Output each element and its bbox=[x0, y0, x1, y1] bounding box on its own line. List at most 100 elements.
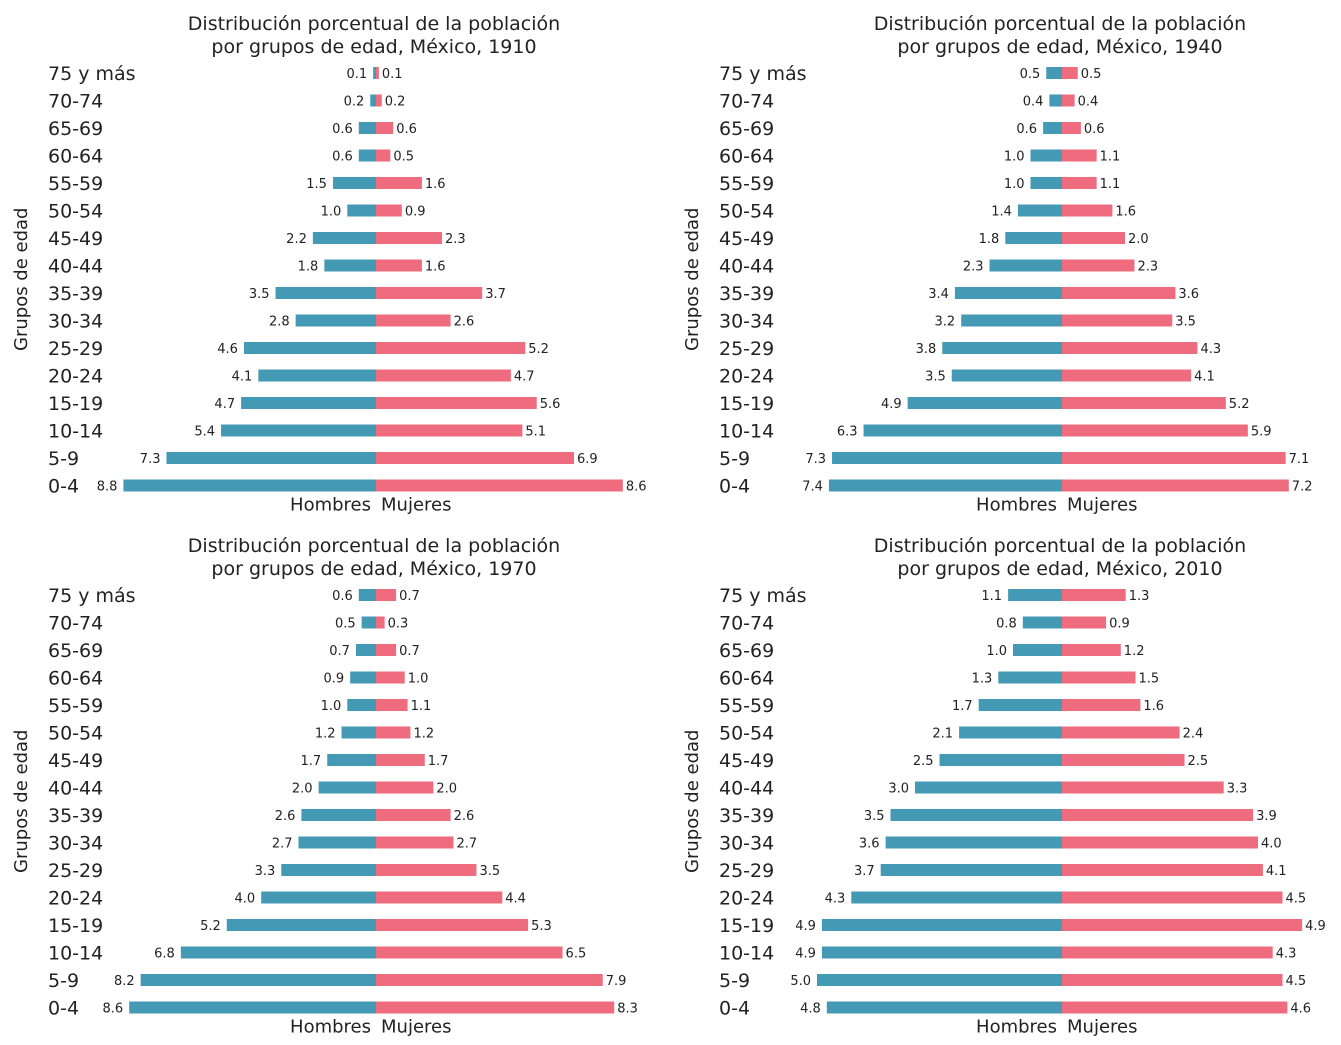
bar-mujeres bbox=[376, 616, 385, 629]
x-label-hombres: Hombres bbox=[290, 495, 371, 516]
pyramid-panel-2010: Distribución porcentual de la población p… bbox=[671, 522, 1341, 1044]
value-label-hombres: 1.8 bbox=[298, 260, 319, 275]
value-label-mujeres: 2.7 bbox=[456, 837, 477, 852]
x-label-hombres: Hombres bbox=[976, 495, 1057, 516]
bar-hombres bbox=[312, 232, 376, 244]
age-group-label: 25-29 bbox=[719, 338, 774, 360]
bar-mujeres bbox=[376, 369, 511, 382]
age-group-label: 0-4 bbox=[48, 998, 79, 1020]
value-label-mujeres: 0.7 bbox=[399, 644, 420, 659]
bar-mujeres bbox=[1062, 864, 1263, 876]
value-label-mujeres: 4.5 bbox=[1286, 892, 1307, 907]
bar-mujeres bbox=[376, 754, 425, 766]
bar-mujeres bbox=[1062, 754, 1185, 766]
bar-hombres bbox=[828, 479, 1062, 492]
y-axis-label: Grupos de edad bbox=[11, 208, 32, 351]
value-label-hombres: 0.6 bbox=[332, 589, 353, 604]
bar-hombres bbox=[298, 836, 376, 849]
age-group-label: 15-19 bbox=[719, 915, 774, 937]
age-group-label: 5-9 bbox=[719, 448, 750, 470]
value-label-mujeres: 2.6 bbox=[454, 809, 475, 824]
bar-mujeres bbox=[1062, 397, 1226, 409]
bar-hombres bbox=[129, 1001, 376, 1014]
bar-hombres bbox=[907, 397, 1062, 409]
age-group-label: 20-24 bbox=[719, 888, 774, 910]
chart-title-line: por grupos de edad, México, 2010 bbox=[897, 558, 1222, 580]
bar-mujeres bbox=[376, 452, 575, 464]
age-group-label: 15-19 bbox=[719, 393, 774, 415]
value-label-mujeres: 4.3 bbox=[1200, 342, 1221, 357]
age-group-label: 30-34 bbox=[48, 833, 103, 855]
bar-hombres bbox=[915, 781, 1062, 794]
bar-hombres bbox=[942, 342, 1062, 354]
bar-hombres bbox=[350, 671, 376, 684]
age-group-label: 25-29 bbox=[719, 860, 774, 882]
bar-mujeres bbox=[1062, 149, 1097, 162]
bar-hombres bbox=[1008, 589, 1062, 601]
value-label-mujeres: 1.5 bbox=[1139, 672, 1160, 687]
age-group-label: 25-29 bbox=[48, 860, 103, 882]
bar-mujeres bbox=[1062, 369, 1192, 382]
bar-mujeres bbox=[376, 424, 523, 437]
age-group-label: 75 y más bbox=[48, 585, 136, 607]
value-label-hombres: 1.4 bbox=[991, 205, 1012, 220]
value-label-mujeres: 3.7 bbox=[485, 287, 506, 302]
chart-title-line: Distribución porcentual de la población bbox=[188, 535, 560, 557]
value-label-hombres: 1.3 bbox=[972, 672, 993, 687]
value-label-mujeres: 2.0 bbox=[1128, 232, 1149, 247]
value-label-mujeres: 0.9 bbox=[405, 205, 426, 220]
bar-mujeres bbox=[1062, 204, 1113, 217]
pyramid-chart-2010: Distribución porcentual de la poblaciónp… bbox=[682, 535, 1326, 1038]
value-label-mujeres: 4.9 bbox=[1305, 919, 1326, 934]
value-label-hombres: 3.5 bbox=[864, 809, 885, 824]
value-label-mujeres: 2.5 bbox=[1188, 754, 1209, 769]
age-group-label: 60-64 bbox=[48, 668, 103, 690]
value-label-mujeres: 1.3 bbox=[1129, 589, 1150, 604]
value-label-mujeres: 2.4 bbox=[1183, 727, 1204, 742]
value-label-mujeres: 6.9 bbox=[577, 452, 598, 467]
bar-hombres bbox=[1049, 94, 1062, 107]
value-label-hombres: 2.7 bbox=[272, 837, 293, 852]
age-group-label: 40-44 bbox=[719, 778, 774, 800]
value-label-hombres: 1.0 bbox=[321, 205, 342, 220]
age-group-label: 35-39 bbox=[719, 805, 774, 827]
value-label-hombres: 3.6 bbox=[859, 837, 880, 852]
age-group-label: 30-34 bbox=[719, 833, 774, 855]
value-label-hombres: 0.5 bbox=[335, 617, 356, 632]
bar-hombres bbox=[370, 94, 376, 107]
bar-mujeres bbox=[1062, 919, 1303, 931]
bar-hombres bbox=[1046, 67, 1062, 79]
value-label-hombres: 3.5 bbox=[925, 370, 946, 385]
pyramid-panel-1910: Distribución porcentual de la población p… bbox=[0, 0, 670, 522]
age-group-label: 55-59 bbox=[719, 695, 774, 717]
y-axis-label: Grupos de edad bbox=[682, 208, 703, 351]
value-label-mujeres: 0.4 bbox=[1078, 95, 1099, 110]
value-label-hombres: 4.1 bbox=[232, 370, 253, 385]
value-label-hombres: 3.0 bbox=[888, 782, 909, 797]
bar-hombres bbox=[817, 974, 1062, 986]
age-group-label: 45-49 bbox=[48, 228, 103, 250]
age-group-label: 65-69 bbox=[719, 118, 774, 140]
age-group-label: 30-34 bbox=[48, 311, 103, 333]
value-label-hombres: 0.8 bbox=[996, 617, 1017, 632]
bar-mujeres bbox=[376, 149, 391, 162]
bar-hombres bbox=[166, 452, 376, 464]
bar-mujeres bbox=[376, 644, 397, 656]
value-label-mujeres: 0.9 bbox=[1109, 617, 1130, 632]
bar-hombres bbox=[885, 836, 1062, 849]
value-label-mujeres: 5.3 bbox=[531, 919, 552, 934]
bar-mujeres bbox=[1062, 699, 1141, 711]
value-label-mujeres: 3.5 bbox=[1175, 315, 1196, 330]
bar-mujeres bbox=[376, 699, 408, 711]
value-label-hombres: 2.2 bbox=[286, 232, 307, 247]
value-label-hombres: 0.5 bbox=[1020, 67, 1041, 82]
bar-hombres bbox=[1043, 122, 1062, 134]
value-label-mujeres: 3.3 bbox=[1227, 782, 1248, 797]
age-group-label: 10-14 bbox=[48, 943, 103, 965]
bar-mujeres bbox=[376, 1001, 615, 1014]
age-group-label: 45-49 bbox=[48, 750, 103, 772]
bar-mujeres bbox=[376, 946, 563, 959]
age-group-label: 70-74 bbox=[719, 91, 774, 113]
bar-mujeres bbox=[376, 974, 603, 986]
value-label-hombres: 2.3 bbox=[963, 260, 984, 275]
